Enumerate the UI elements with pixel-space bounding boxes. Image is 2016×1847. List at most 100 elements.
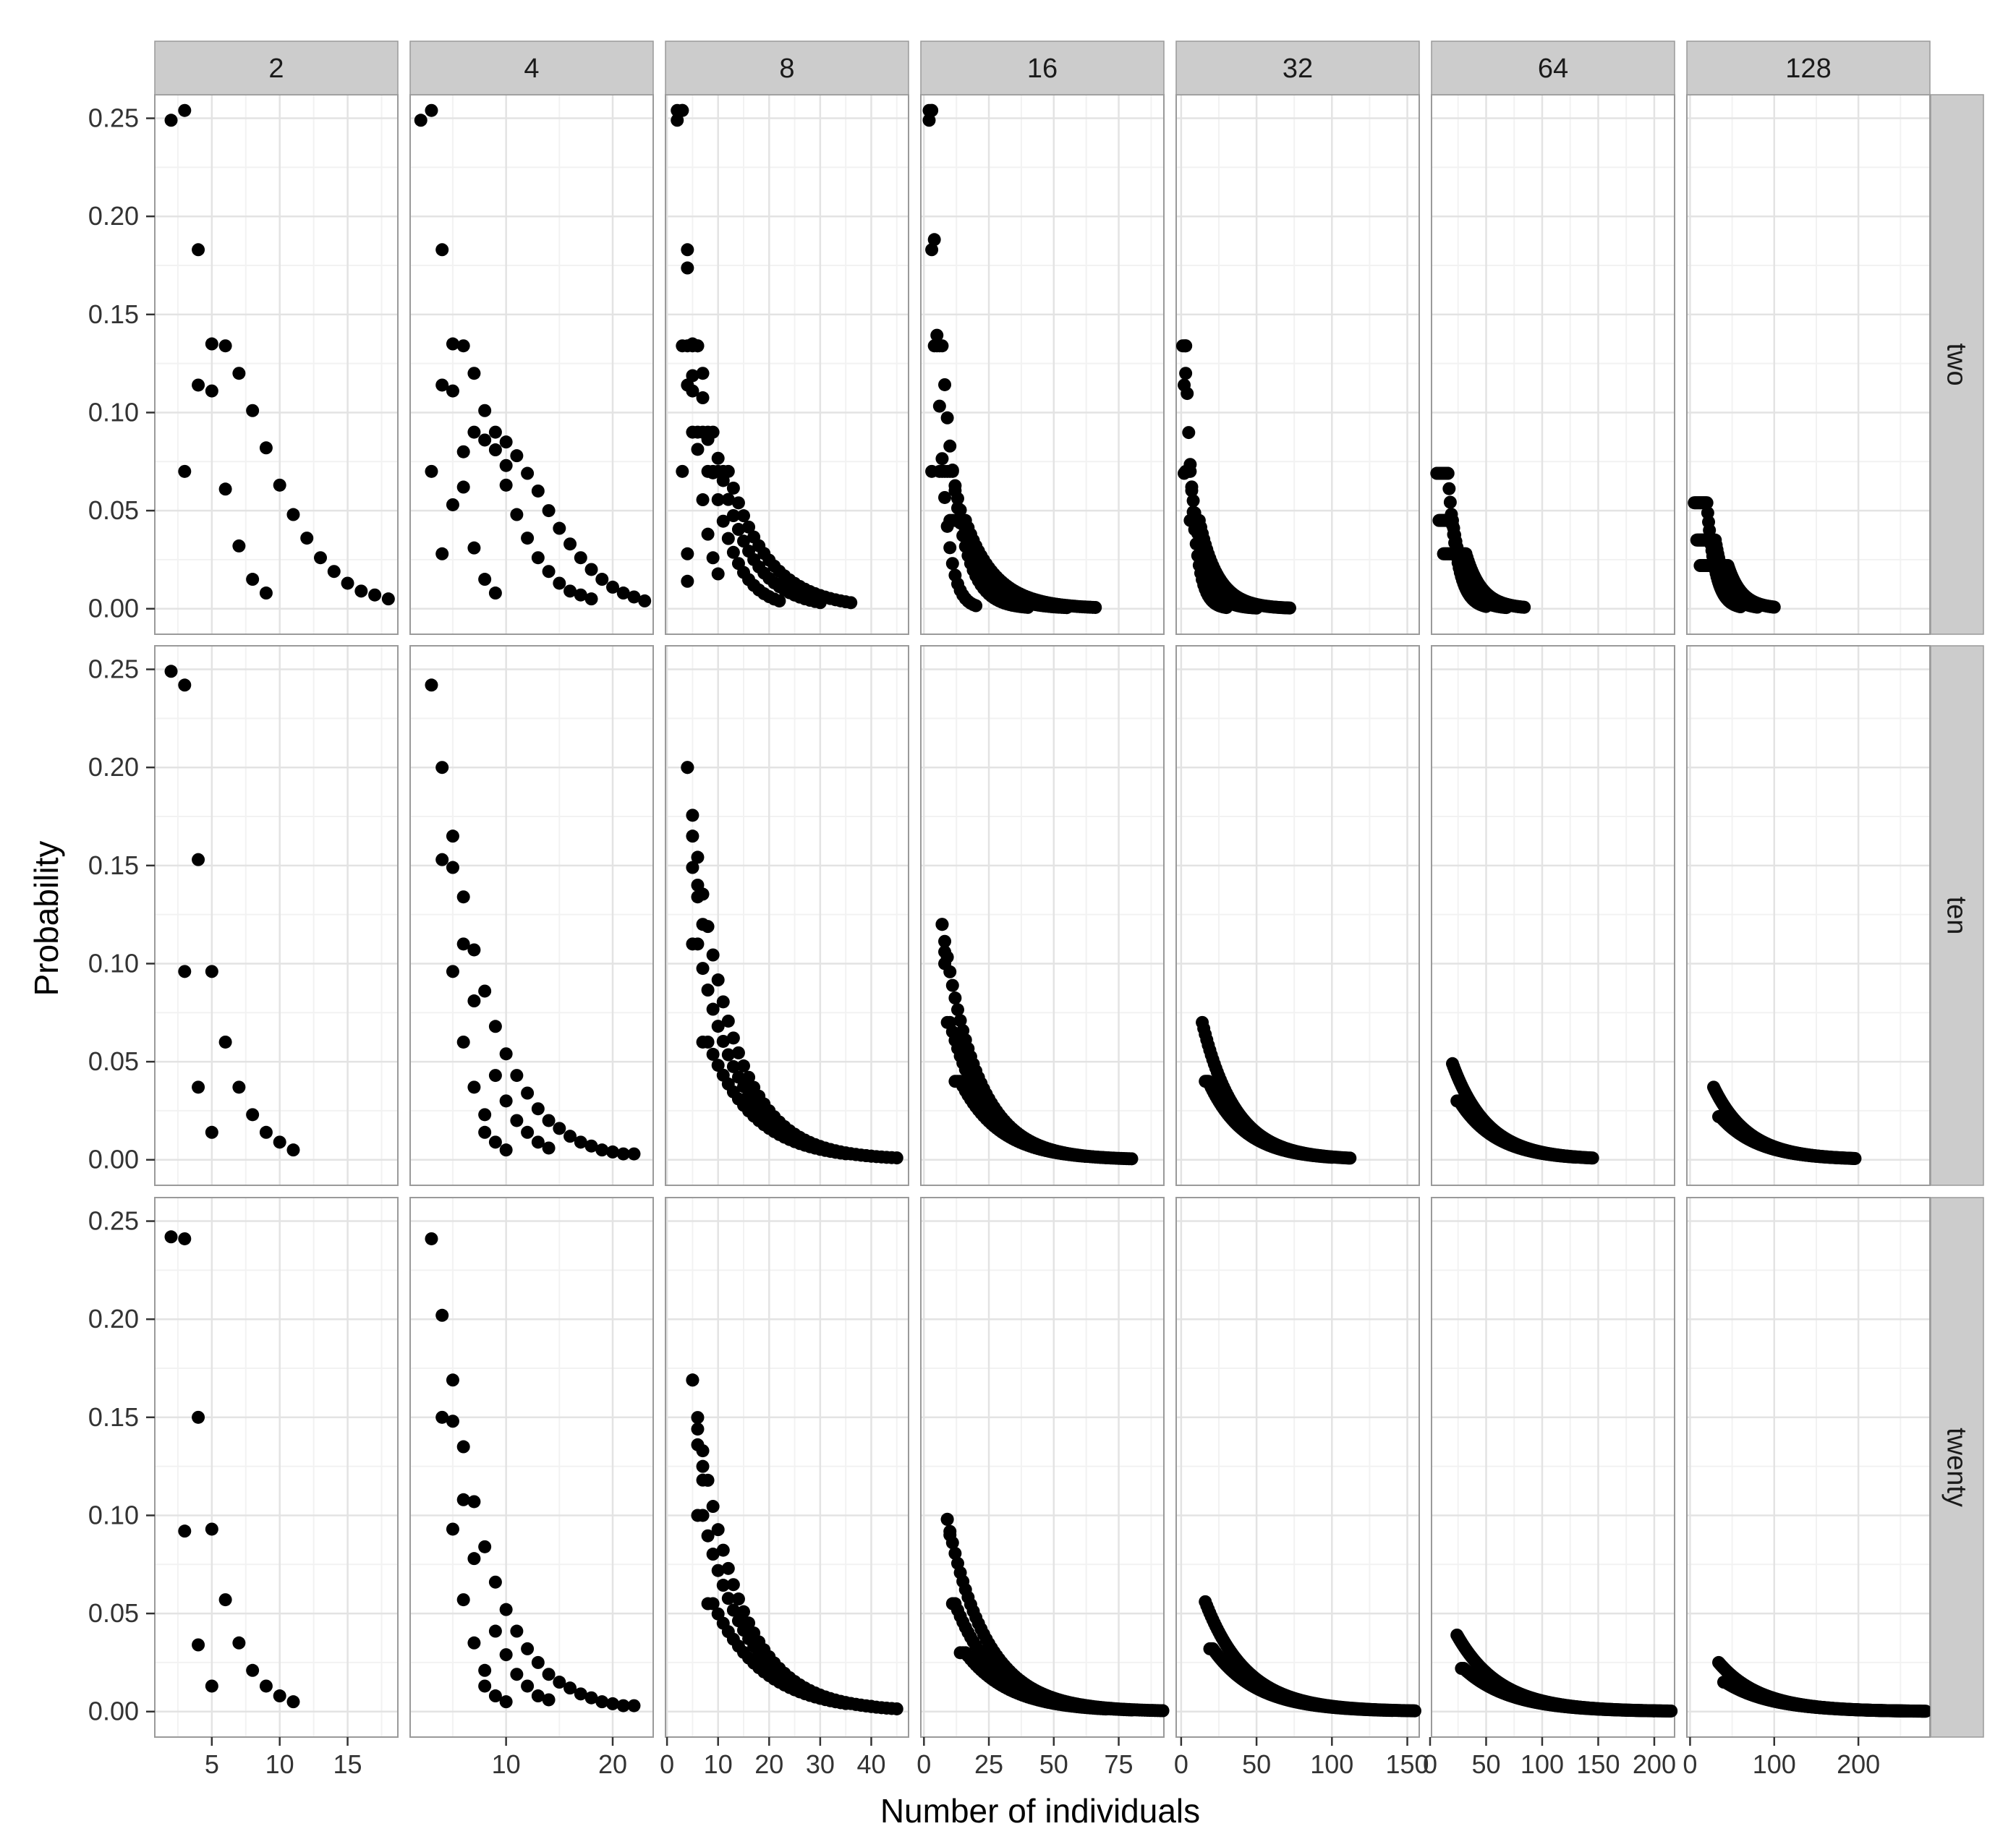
- points-two-2: [164, 103, 395, 606]
- y-tick-label: 0.20: [88, 1304, 139, 1334]
- points-twenty-2: [164, 1230, 300, 1709]
- data-point: [499, 478, 513, 492]
- panel-background: [665, 95, 909, 634]
- data-point: [595, 1695, 609, 1709]
- data-point: [716, 1579, 730, 1592]
- data-point: [446, 1415, 459, 1428]
- x-tick-label: 75: [1105, 1749, 1134, 1779]
- data-point: [1089, 600, 1102, 614]
- y-tick-label: 0.25: [88, 103, 139, 133]
- y-tick-label: 0.15: [88, 850, 139, 880]
- data-point: [701, 920, 715, 934]
- data-point: [467, 994, 481, 1008]
- data-point: [499, 458, 513, 472]
- data-point: [950, 1003, 964, 1017]
- panel-two-64: [1431, 94, 1675, 635]
- data-point: [742, 520, 756, 534]
- column-strip-4: 4: [409, 40, 654, 95]
- data-point: [314, 551, 328, 565]
- data-point: [1906, 1704, 1920, 1718]
- data-point: [1183, 464, 1197, 478]
- data-point: [510, 1069, 524, 1083]
- x-axis-4: 10 20: [492, 1737, 627, 1779]
- data-point: [456, 339, 470, 353]
- data-point: [488, 1624, 502, 1638]
- data-point: [716, 1543, 730, 1557]
- data-point: [671, 114, 684, 127]
- data-point: [478, 1540, 492, 1553]
- panel-background: [155, 646, 398, 1185]
- data-point: [696, 1459, 710, 1473]
- data-point: [192, 1638, 205, 1652]
- data-point: [456, 1493, 470, 1506]
- x-axis-2: 5 10 15: [205, 1737, 362, 1779]
- data-point: [731, 1592, 745, 1606]
- data-point: [553, 576, 566, 590]
- data-point: [691, 1422, 705, 1436]
- y-tick-label: 0.15: [88, 1402, 139, 1432]
- data-point: [943, 965, 957, 978]
- data-point: [1700, 496, 1714, 510]
- points-ten-16: [935, 918, 1139, 1166]
- column-strip-background: [665, 40, 909, 95]
- row-strip-two: two: [1930, 94, 1984, 635]
- column-strip-label: 64: [1538, 54, 1568, 84]
- data-point: [205, 1125, 218, 1139]
- data-point: [773, 594, 786, 607]
- data-point: [676, 464, 689, 478]
- data-point: [1283, 601, 1296, 615]
- data-point: [701, 1529, 715, 1543]
- data-point: [681, 547, 694, 560]
- x-tick-label: 0: [1174, 1749, 1188, 1779]
- data-point: [499, 1143, 513, 1157]
- data-point: [681, 243, 694, 257]
- data-point: [943, 439, 957, 453]
- y-tick-label: 0.10: [88, 1500, 139, 1530]
- row-strip-background: [1930, 94, 1984, 635]
- data-point: [478, 573, 492, 586]
- data-point: [638, 594, 652, 607]
- data-point: [1442, 482, 1456, 495]
- data-point: [456, 1593, 470, 1607]
- y-tick-label: 0.10: [88, 397, 139, 427]
- data-point: [706, 551, 720, 565]
- data-point: [531, 1102, 545, 1116]
- panel-background: [1687, 646, 1930, 1185]
- row-strip-label: twenty: [1941, 1428, 1972, 1507]
- data-point: [531, 1689, 545, 1703]
- data-point: [691, 937, 705, 951]
- data-point: [178, 965, 192, 978]
- y-tick-label: 0.05: [88, 1598, 139, 1628]
- data-point: [192, 1410, 205, 1424]
- data-point: [696, 493, 710, 507]
- data-point: [943, 1524, 957, 1538]
- data-point: [696, 367, 710, 380]
- panel-border: [1431, 1197, 1675, 1738]
- data-point: [1078, 1149, 1092, 1163]
- data-point: [478, 984, 492, 998]
- data-point: [1443, 495, 1457, 509]
- strips-layer: 2 4 8 16 32 64 128 two ten twenty: [154, 40, 1984, 1738]
- data-point: [839, 1697, 853, 1710]
- data-point: [205, 384, 218, 398]
- data-point: [706, 1002, 720, 1016]
- panel-background: [155, 1198, 398, 1737]
- data-point: [273, 1135, 286, 1149]
- data-point: [691, 850, 705, 864]
- data-point: [467, 367, 481, 380]
- panel-background: [1687, 1198, 1930, 1737]
- data-point: [1182, 426, 1196, 440]
- data-point: [499, 1094, 513, 1108]
- data-point: [435, 853, 449, 866]
- data-point: [1919, 1705, 1933, 1718]
- data-point: [1099, 1151, 1113, 1164]
- data-point: [499, 1047, 513, 1061]
- data-point: [839, 1147, 853, 1161]
- data-point: [696, 962, 710, 976]
- data-point: [488, 1020, 502, 1033]
- data-point: [205, 965, 218, 978]
- data-point: [192, 378, 205, 392]
- data-point: [414, 114, 428, 127]
- data-point: [246, 1663, 260, 1677]
- data-point: [711, 1059, 725, 1072]
